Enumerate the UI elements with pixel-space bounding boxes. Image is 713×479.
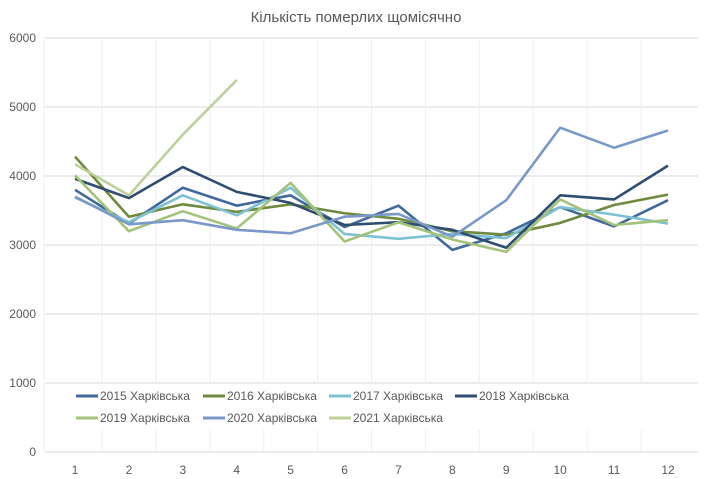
legend-label: 2015 Харківська — [100, 389, 190, 403]
x-tick-label: 2 — [126, 463, 133, 477]
x-tick-label: 6 — [341, 463, 348, 477]
legend-label: 2020 Харківська — [227, 411, 317, 425]
x-tick-label: 11 — [608, 463, 621, 477]
x-tick-label: 10 — [554, 463, 568, 477]
y-tick-label: 5000 — [9, 100, 36, 114]
legend — [70, 384, 700, 430]
series-line-2020 — [74, 126, 669, 239]
legend-label: 2019 Харківська — [100, 411, 190, 425]
series-line-2019 — [74, 174, 669, 254]
legend-label: 2017 Харківська — [353, 389, 443, 403]
y-tick-label: 2000 — [9, 307, 36, 321]
x-tick-label: 9 — [503, 463, 510, 477]
y-tick-label: 3000 — [9, 238, 36, 252]
x-tick-label: 4 — [233, 463, 240, 477]
legend-label: 2021 Харківська — [353, 411, 443, 425]
y-tick-label: 1000 — [9, 376, 36, 390]
legend-label: 2018 Харківська — [479, 389, 569, 403]
chart-title: Кількість померлих щомісячно — [251, 9, 462, 26]
series-line-2017 — [74, 186, 669, 241]
x-tick-label: 1 — [72, 463, 79, 477]
y-tick-label: 4000 — [9, 169, 36, 183]
x-tick-label: 7 — [395, 463, 402, 477]
legend-label: 2016 Харківська — [227, 389, 317, 403]
x-tick-label: 5 — [287, 463, 294, 477]
x-tick-label: 3 — [179, 463, 186, 477]
series-line-2018 — [74, 164, 669, 250]
x-tick-label: 8 — [449, 463, 456, 477]
y-tick-label: 0 — [29, 445, 36, 459]
series-line-2021 — [74, 79, 238, 197]
y-tick-label: 6000 — [9, 31, 36, 45]
x-tick-label: 12 — [661, 463, 675, 477]
